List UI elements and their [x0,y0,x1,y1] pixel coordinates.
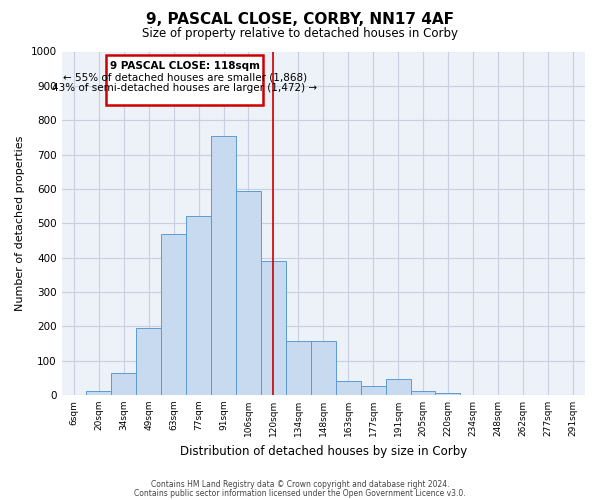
Bar [136,328,161,395]
Text: 9 PASCAL CLOSE: 118sqm: 9 PASCAL CLOSE: 118sqm [110,61,260,71]
Bar [261,261,286,395]
Bar [86,392,112,395]
Text: 9, PASCAL CLOSE, CORBY, NN17 4AF: 9, PASCAL CLOSE, CORBY, NN17 4AF [146,12,454,28]
Bar [410,392,436,395]
Bar [286,341,311,395]
Y-axis label: Number of detached properties: Number of detached properties [15,136,25,311]
Bar [161,234,186,395]
Bar [186,216,211,395]
Bar [361,386,386,395]
Bar [311,341,336,395]
Text: Contains public sector information licensed under the Open Government Licence v3: Contains public sector information licen… [134,488,466,498]
Bar [386,380,410,395]
Bar [336,380,361,395]
Bar [436,393,460,395]
Text: Contains HM Land Registry data © Crown copyright and database right 2024.: Contains HM Land Registry data © Crown c… [151,480,449,489]
X-axis label: Distribution of detached houses by size in Corby: Distribution of detached houses by size … [179,444,467,458]
Bar [236,190,261,395]
Bar [112,372,136,395]
FancyBboxPatch shape [106,55,263,104]
Text: ← 55% of detached houses are smaller (1,868): ← 55% of detached houses are smaller (1,… [63,73,307,83]
Text: 43% of semi-detached houses are larger (1,472) →: 43% of semi-detached houses are larger (… [52,83,317,93]
Text: Size of property relative to detached houses in Corby: Size of property relative to detached ho… [142,28,458,40]
Bar [211,136,236,395]
